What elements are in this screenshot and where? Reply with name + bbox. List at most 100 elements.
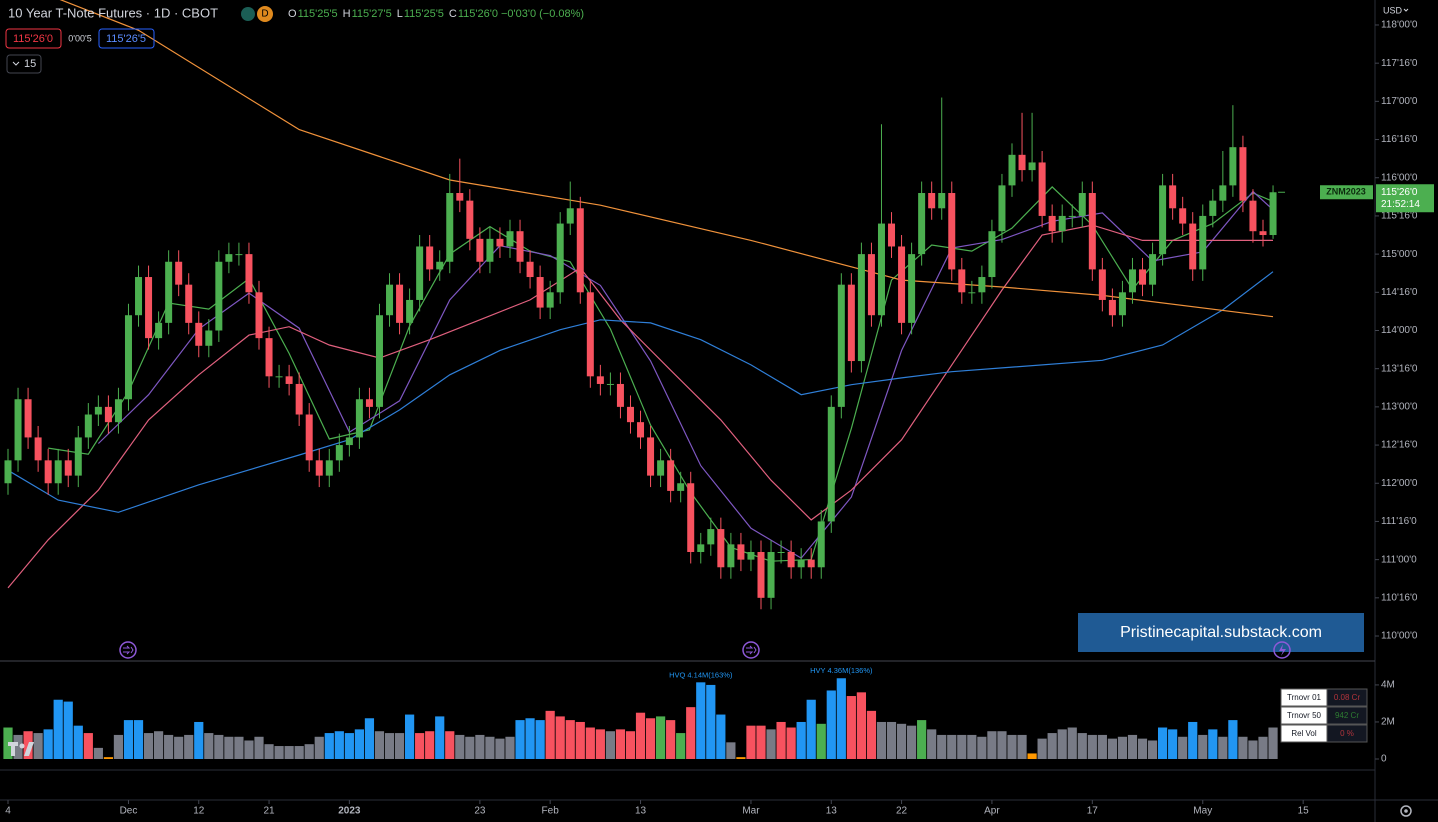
candle-body [657,460,665,476]
candle-body [1229,147,1237,186]
volume-bar [495,738,505,759]
ask-box[interactable] [98,28,155,49]
volume-bar [605,731,615,759]
candle-body [687,483,695,552]
candle-body [757,551,765,598]
candle-body [1088,193,1096,270]
volume-bar [615,729,626,759]
x-tick-label: Apr [984,806,1000,817]
candle-body [4,460,12,484]
y-tick-label: 114'16'0 [1381,287,1418,298]
x-tick-label: 22 [896,806,908,817]
currency[interactable]: USD [1383,5,1403,15]
candle-body [586,292,594,377]
x-tick-label: 17 [1087,806,1099,817]
candle-body [908,254,916,323]
candle-body [1078,193,1086,216]
candle-body [64,460,72,476]
chevron-icon [12,61,20,66]
volume-bar [585,727,595,759]
volume-bar [435,716,445,759]
candle-body [526,261,534,278]
volume-bar [43,729,53,759]
event-icon[interactable] [119,641,137,659]
candle-body [797,559,805,568]
volume-bar [154,731,164,759]
event-icon[interactable] [742,641,760,659]
volume-bar [786,727,796,759]
candle-body [596,376,604,384]
candle-body [516,231,524,262]
candle-body [606,383,614,385]
volume-annotation: HVQ 4.14M(163%) [669,670,733,679]
candle-body [928,193,936,209]
volume-bar [164,734,174,759]
candle-body [1269,192,1277,236]
candle-body [506,231,514,247]
volume-tick-label: 4M [1381,680,1395,691]
volume-bar [846,696,856,759]
volume-bar [796,721,806,759]
volume-bar [886,721,897,759]
volume-bar [364,718,375,759]
candle-body [345,437,353,446]
volume-bar [1147,740,1158,759]
volume-bar [374,731,385,759]
volume-bar [947,734,957,759]
candle-body [1008,154,1016,186]
volume-bar [445,731,455,759]
interval-box[interactable] [6,54,42,74]
x-tick-label: 12 [193,806,205,817]
volume-tick-label: 2M [1381,717,1395,728]
volume-bar [284,746,294,759]
volume-bar [937,734,947,759]
candle-body [1199,215,1207,270]
volume-bar [405,714,415,759]
candle-body [486,238,494,262]
legend-key: H [343,8,351,20]
volume-bar [123,720,134,759]
volume-bar [927,729,937,759]
volume-bar [354,729,364,759]
y-tick-label: 110'16'0 [1381,592,1418,603]
volume-bar [635,712,646,759]
volume-bar [1238,736,1248,759]
table-value-cell [1326,724,1368,743]
bid[interactable]: 115'26'0 [13,33,53,45]
candle-body [1209,200,1217,216]
candle-body [175,261,183,285]
volume-bar [575,721,585,759]
candle-body [637,422,645,438]
volume-bar [53,699,63,759]
candle-body [185,284,193,323]
volume-bar [1007,734,1017,759]
volume-bar [997,731,1007,759]
volume-bar [1188,721,1198,759]
candle-body [466,200,474,239]
candle-body [285,376,293,384]
y-tick-label: 118'00'0 [1381,20,1418,31]
x-tick-label: 15 [1298,806,1310,817]
volume-bar [13,734,23,759]
volume-bar [515,720,525,759]
volume-bar [475,734,485,759]
volume-bar [174,736,184,759]
table-label: Rel Vol [1291,729,1317,738]
y-tick-label: 110'00'0 [1381,631,1418,642]
candle-body [898,246,906,323]
ask[interactable]: 115'26'5 [106,33,146,45]
volume-bar [1087,734,1097,759]
settings-icon[interactable] [1400,805,1412,817]
candle-body [155,322,163,339]
volume-bar [917,720,927,759]
interval[interactable]: 15 [24,58,36,70]
bid-box[interactable] [5,28,62,49]
volume-bar [425,731,435,759]
candle-body [104,406,112,423]
volume-bar [1218,736,1228,759]
candle-body [315,460,323,476]
volume-bar [33,733,43,759]
candle-body [74,437,82,476]
event-icon[interactable] [1273,641,1291,659]
